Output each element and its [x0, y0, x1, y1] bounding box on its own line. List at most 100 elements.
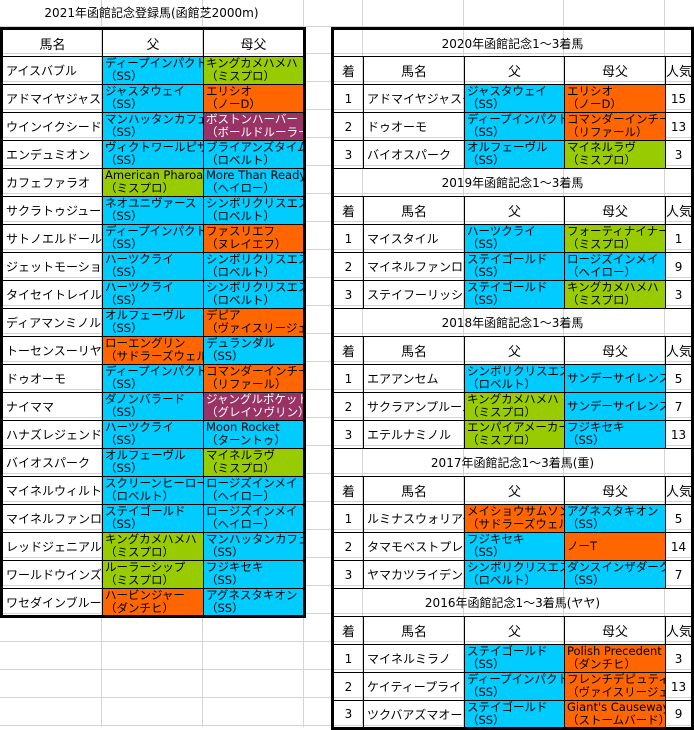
- horse-name-cell[interactable]: エアアンセム: [363, 364, 465, 393]
- broodmare-sire-cell[interactable]: エリシオ （ノーD）: [564, 84, 666, 113]
- broodmare-sire-cell[interactable]: キングカメハメハ （ミスプロ）: [203, 56, 305, 85]
- sire-cell[interactable]: ディープインパクト （SS）: [464, 672, 565, 701]
- broodmare-sire-cell[interactable]: ロージズインメイ （ヘイロー）: [564, 252, 666, 281]
- sire-cell[interactable]: スクリーンヒーロー （ロベルト）: [102, 476, 204, 505]
- horse-name-cell[interactable]: マイネルミラノ: [363, 644, 465, 673]
- horse-name-cell[interactable]: ワールドウインズ: [1, 560, 103, 589]
- broodmare-sire-cell[interactable]: ボストンハーバー（ボールドルーラー）: [203, 112, 305, 141]
- horse-name-cell[interactable]: エンデュミオン: [1, 140, 103, 169]
- sire-cell[interactable]: ディープインパクト （SS）: [102, 364, 204, 393]
- broodmare-sire-cell[interactable]: フジキセキ （SS）: [203, 560, 305, 589]
- broodmare-sire-cell[interactable]: マイネルラヴ （ミスプロ）: [203, 448, 305, 477]
- sire-cell[interactable]: ディープインパクト （SS）: [464, 112, 565, 141]
- horse-name-cell[interactable]: アイスバブル: [1, 56, 103, 85]
- sire-cell[interactable]: ジャスタウェイ （SS）: [464, 84, 565, 113]
- horse-name-cell[interactable]: ウインイクシード: [1, 112, 103, 141]
- broodmare-sire-cell[interactable]: シンボリクリスエス （ロベルト）: [203, 252, 305, 281]
- sire-cell[interactable]: ルーラーシップ （ミスプロ）: [102, 560, 204, 589]
- horse-name-cell[interactable]: ケイティープライド: [363, 672, 465, 701]
- sire-cell[interactable]: ダノンバラード （SS）: [102, 392, 204, 421]
- horse-name-cell[interactable]: タマモベストプレイ: [363, 532, 465, 561]
- broodmare-sire-cell[interactable]: ロージズインメイ （ヘイロー）: [203, 476, 305, 505]
- sire-cell[interactable]: ステイゴールド （SS）: [464, 252, 565, 281]
- horse-name-cell[interactable]: バイオスパーク: [1, 448, 103, 477]
- broodmare-sire-cell[interactable]: ダンスインザダーク （SS）: [564, 560, 666, 589]
- horse-name-cell[interactable]: アドマイヤジャスタ: [1, 84, 103, 113]
- horse-name-cell[interactable]: エテルナミノル: [363, 420, 465, 449]
- sire-cell[interactable]: ヴィクトワールピサ （SS）: [102, 140, 204, 169]
- sire-cell[interactable]: American Pharoah （ミスプロ）: [102, 168, 204, 197]
- sire-cell[interactable]: オルフェーヴル （SS）: [102, 308, 204, 337]
- horse-name-cell[interactable]: トーセンスーリヤ: [1, 336, 103, 365]
- broodmare-sire-cell[interactable]: ロージズインメイ （ヘイロー）: [203, 504, 305, 533]
- broodmare-sire-cell[interactable]: サンデーサイレンス: [564, 392, 666, 421]
- sire-cell[interactable]: ローエングリン（サドラーズウェル）: [102, 336, 204, 365]
- sire-cell[interactable]: ステイゴールド （SS）: [102, 504, 204, 533]
- horse-name-cell[interactable]: ディアマンミノル: [1, 308, 103, 337]
- broodmare-sire-cell[interactable]: フレンチデピュティ（ヴァイスリージェ）: [564, 672, 666, 701]
- horse-name-cell[interactable]: タイセイトレイル: [1, 280, 103, 309]
- horse-name-cell[interactable]: ハナズレジェンド: [1, 420, 103, 449]
- horse-name-cell[interactable]: マイネルファンロン: [363, 252, 465, 281]
- horse-name-cell[interactable]: ヤマカツライデン: [363, 560, 465, 589]
- horse-name-cell[interactable]: ツクバアズマオー: [363, 700, 465, 729]
- sire-cell[interactable]: ハーツクライ （SS）: [464, 224, 565, 253]
- sire-cell[interactable]: ディープインパクト （SS）: [102, 56, 204, 85]
- broodmare-sire-cell[interactable]: ジャングルポケット （グレイソヴリン）: [203, 392, 305, 421]
- horse-name-cell[interactable]: マイスタイル: [363, 224, 465, 253]
- horse-name-cell[interactable]: バイオスパーク: [363, 140, 465, 169]
- broodmare-sire-cell[interactable]: デュランダル （SS）: [203, 336, 305, 365]
- horse-name-cell[interactable]: ドゥオーモ: [1, 364, 103, 393]
- horse-name-cell[interactable]: アドマイヤジャスタ: [363, 84, 465, 113]
- sire-cell[interactable]: マンハッタンカフェ （SS）: [102, 112, 204, 141]
- broodmare-sire-cell[interactable]: アグネスタキオン （SS）: [564, 504, 666, 533]
- sire-cell[interactable]: ステイゴールド （SS）: [464, 700, 565, 729]
- broodmare-sire-cell[interactable]: シンボリクリスエス （ロベルト）: [203, 196, 305, 225]
- sire-cell[interactable]: ステイゴールド （SS）: [464, 280, 565, 309]
- sire-cell[interactable]: キングカメハメハ （ミスプロ）: [102, 532, 204, 561]
- broodmare-sire-cell[interactable]: コマンダーインチーフ（リファール）: [203, 364, 305, 393]
- broodmare-sire-cell[interactable]: アグネスタキオン （SS）: [203, 588, 305, 617]
- broodmare-sire-cell[interactable]: Moon Rocket （ターントゥ）: [203, 420, 305, 449]
- sire-cell[interactable]: エンパイアメーカー （ミスプロ）: [464, 420, 565, 449]
- horse-name-cell[interactable]: ジェットモーション: [1, 252, 103, 281]
- broodmare-sire-cell[interactable]: マイネルラヴ （ミスプロ）: [564, 140, 666, 169]
- horse-name-cell[interactable]: ルミナスウォリアー: [363, 504, 465, 533]
- sire-cell[interactable]: シンボリクリスエス （ロベルト）: [464, 364, 565, 393]
- sire-cell[interactable]: メイショウサムソン（サドラーズウェル）: [464, 504, 565, 533]
- horse-name-cell[interactable]: ナイママ: [1, 392, 103, 421]
- horse-name-cell[interactable]: ステイフーリッシュ: [363, 280, 465, 309]
- horse-name-cell[interactable]: サクラトゥジュール: [1, 196, 103, 225]
- sire-cell[interactable]: フジキセキ （SS）: [464, 532, 565, 561]
- horse-name-cell[interactable]: サトノエルドール: [1, 224, 103, 253]
- broodmare-sire-cell[interactable]: マンハッタンカフェ （SS）: [203, 532, 305, 561]
- broodmare-sire-cell[interactable]: サンデーサイレンス: [564, 364, 666, 393]
- sire-cell[interactable]: ハービンジャー （ダンチヒ）: [102, 588, 204, 617]
- sire-cell[interactable]: ハーツクライ （SS）: [102, 252, 204, 281]
- broodmare-sire-cell[interactable]: シンボリクリスエス （ロベルト）: [203, 280, 305, 309]
- horse-name-cell[interactable]: ドゥオーモ: [363, 112, 465, 141]
- broodmare-sire-cell[interactable]: フジキセキ （SS）: [564, 420, 666, 449]
- broodmare-sire-cell[interactable]: More Than Ready （ヘイロー）: [203, 168, 305, 197]
- broodmare-sire-cell[interactable]: Giant's Causeway （ストームバード）: [564, 700, 666, 729]
- horse-name-cell[interactable]: サクラアンプルール: [363, 392, 465, 421]
- sire-cell[interactable]: オルフェーヴル （SS）: [464, 140, 565, 169]
- sire-cell[interactable]: ネオユニヴァース （SS）: [102, 196, 204, 225]
- horse-name-cell[interactable]: マイネルファンロン: [1, 504, 103, 533]
- broodmare-sire-cell[interactable]: フォーティナイナー （ミスプロ）: [564, 224, 666, 253]
- sire-cell[interactable]: キングカメハメハ （ミスプロ）: [464, 392, 565, 421]
- sire-cell[interactable]: シンボリクリスエス （ロベルト）: [464, 560, 565, 589]
- sire-cell[interactable]: オルフェーヴル （SS）: [102, 448, 204, 477]
- broodmare-sire-cell[interactable]: コマンダーインチーフ（リファール）: [564, 112, 666, 141]
- sire-cell[interactable]: ハーツクライ （SS）: [102, 280, 204, 309]
- broodmare-sire-cell[interactable]: Polish Precedent （ダンチヒ）: [564, 644, 666, 673]
- sire-cell[interactable]: ジャスタウェイ （SS）: [102, 84, 204, 113]
- horse-name-cell[interactable]: ワセダインブルー: [1, 588, 103, 617]
- broodmare-sire-cell[interactable]: デピア（ヴァイスリージェ）: [203, 308, 305, 337]
- broodmare-sire-cell[interactable]: ノーT: [564, 532, 666, 561]
- broodmare-sire-cell[interactable]: エリシオ （ノーD）: [203, 84, 305, 113]
- broodmare-sire-cell[interactable]: ブライアンズタイム （ロベルト）: [203, 140, 305, 169]
- broodmare-sire-cell[interactable]: キングカメハメハ （ミスプロ）: [564, 280, 666, 309]
- sire-cell[interactable]: ステイゴールド （SS）: [464, 644, 565, 673]
